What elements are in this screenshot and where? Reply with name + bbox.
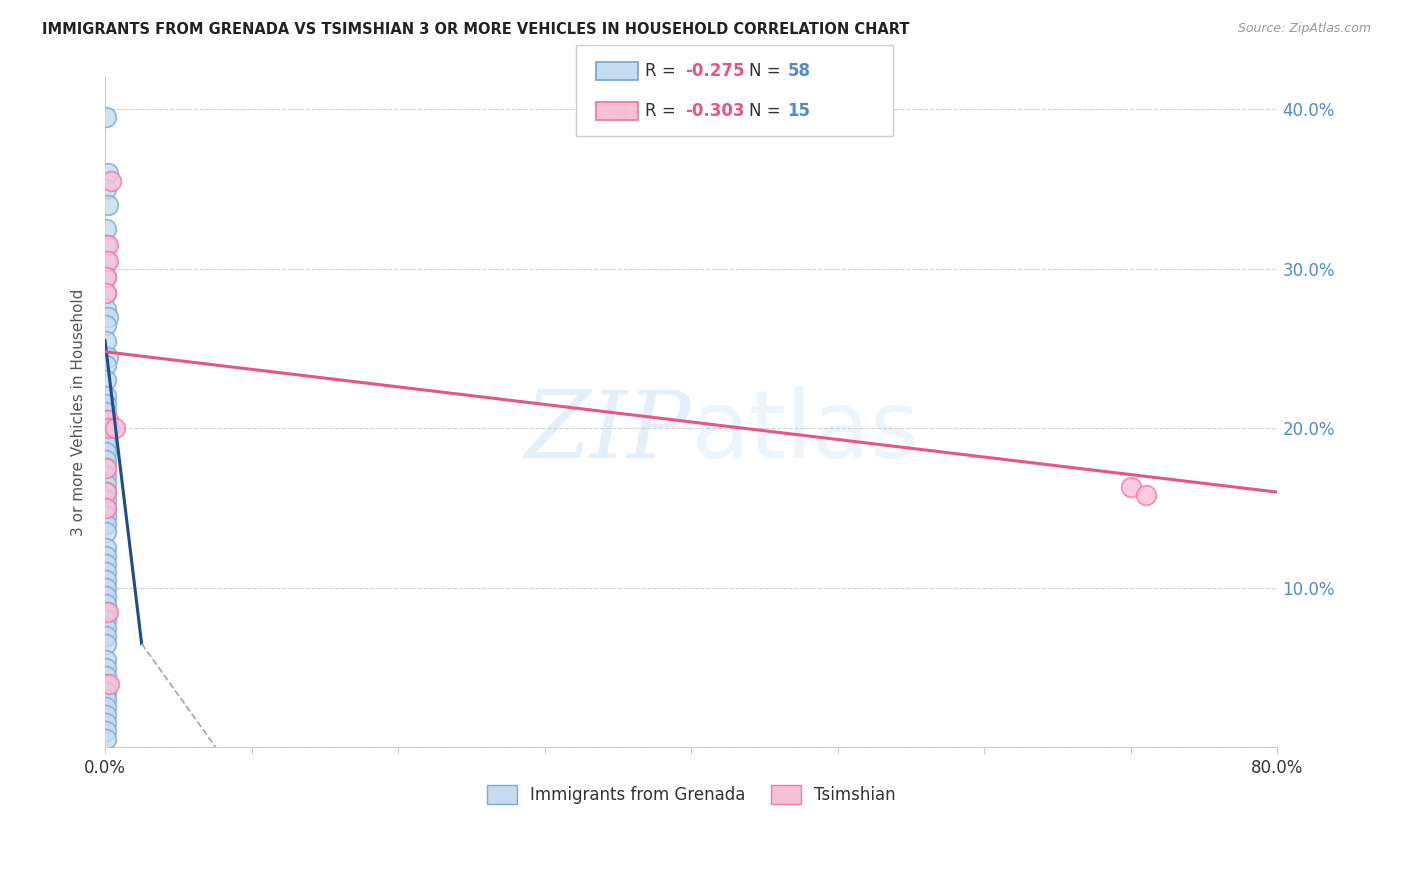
Point [96, 501, 118, 516]
Point [1135, 488, 1157, 502]
Text: R =: R = [645, 102, 682, 120]
Text: -0.303: -0.303 [685, 102, 744, 120]
Point [96, 429, 118, 443]
Point [96, 421, 118, 435]
Point [96, 397, 118, 411]
Point [1119, 480, 1142, 494]
Point [96, 461, 118, 475]
Point [96, 285, 118, 300]
Point [97, 310, 120, 324]
Point [96, 477, 118, 491]
Point [96, 501, 118, 516]
Point [96, 557, 118, 571]
Point [97, 238, 120, 252]
Point [96, 413, 118, 427]
Point [96, 613, 118, 627]
Point [96, 549, 118, 563]
Point [96, 629, 118, 643]
Point [96, 581, 118, 595]
Point [96, 621, 118, 635]
Point [96, 668, 118, 682]
Point [96, 700, 118, 714]
Point [96, 445, 118, 459]
Point [96, 692, 118, 706]
Point [96, 253, 118, 268]
Point [96, 684, 118, 698]
Point [96, 285, 118, 300]
Point [96, 111, 118, 125]
Text: Source: ZipAtlas.com: Source: ZipAtlas.com [1237, 22, 1371, 36]
Point [104, 421, 127, 435]
Point [96, 541, 118, 555]
Legend: Immigrants from Grenada, Tsimshian: Immigrants from Grenada, Tsimshian [478, 777, 904, 813]
Point [96, 358, 118, 372]
Point [96, 597, 118, 611]
Point [96, 660, 118, 674]
Point [97, 166, 120, 180]
Point [96, 573, 118, 587]
Point [96, 589, 118, 603]
Point [96, 222, 118, 236]
Text: atlas: atlas [692, 386, 920, 478]
Point [97, 198, 120, 212]
Point [97, 350, 120, 364]
Text: N =: N = [749, 102, 786, 120]
Point [96, 374, 118, 388]
Point [96, 509, 118, 524]
Point [96, 389, 118, 403]
Point [96, 565, 118, 579]
Text: 58: 58 [787, 62, 810, 80]
Y-axis label: 3 or more Vehicles in Household: 3 or more Vehicles in Household [72, 289, 86, 536]
Point [96, 724, 118, 739]
Point [96, 469, 118, 483]
Text: R =: R = [645, 62, 682, 80]
Point [96, 301, 118, 316]
Point [96, 652, 118, 666]
Point [96, 405, 118, 419]
Point [96, 637, 118, 651]
Point [96, 269, 118, 284]
Point [96, 318, 118, 332]
Point [96, 605, 118, 619]
Point [96, 334, 118, 348]
Point [96, 493, 118, 508]
Text: IMMIGRANTS FROM GRENADA VS TSIMSHIAN 3 OR MORE VEHICLES IN HOUSEHOLD CORRELATION: IMMIGRANTS FROM GRENADA VS TSIMSHIAN 3 O… [42, 22, 910, 37]
Text: ZIP: ZIP [524, 387, 692, 477]
Point [97, 605, 120, 619]
Text: 15: 15 [787, 102, 810, 120]
Point [96, 485, 118, 500]
Point [96, 182, 118, 196]
Point [100, 174, 122, 188]
Point [96, 485, 118, 500]
Point [96, 437, 118, 451]
Point [96, 516, 118, 531]
Point [96, 461, 118, 475]
Text: N =: N = [749, 62, 786, 80]
Point [96, 676, 118, 690]
Point [96, 524, 118, 539]
Point [98, 421, 121, 435]
Text: -0.275: -0.275 [685, 62, 744, 80]
Point [96, 238, 118, 252]
Point [96, 453, 118, 467]
Point [98, 676, 121, 690]
Point [96, 708, 118, 723]
Point [97, 413, 120, 427]
Point [97, 253, 120, 268]
Point [96, 269, 118, 284]
Point [96, 716, 118, 731]
Point [96, 732, 118, 747]
